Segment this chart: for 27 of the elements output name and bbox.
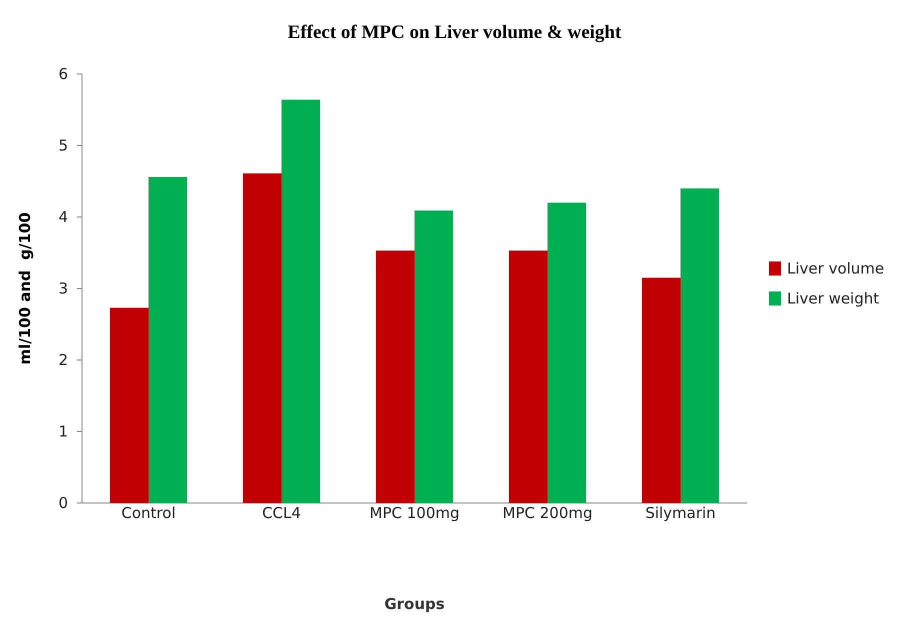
- bar: [148, 176, 188, 503]
- x-tick-label: MPC 200mg: [502, 504, 592, 522]
- x-tick-label: Silymarin: [645, 504, 716, 522]
- y-tick-label: 4: [58, 208, 68, 226]
- x-tick-label: MPC 100mg: [370, 504, 460, 522]
- y-tick-label: 5: [58, 136, 68, 154]
- legend-label: Liver weight: [787, 290, 880, 308]
- chart-title: Effect of MPC on Liver volume & weight: [288, 22, 622, 43]
- bar: [680, 188, 720, 503]
- x-axis-title: Groups: [384, 595, 445, 613]
- y-axis-title: ml/100 and g/100: [16, 212, 34, 365]
- bar: [508, 250, 548, 503]
- legend-label: Liver volume: [787, 260, 884, 278]
- bar: [282, 100, 320, 503]
- bar: [376, 250, 414, 503]
- bar: [110, 308, 148, 503]
- x-tick-label: CCL4: [262, 504, 301, 522]
- bar: [414, 210, 454, 503]
- y-tick-label: 0: [58, 494, 68, 512]
- y-tick-label: 3: [58, 279, 68, 298]
- y-tick-label: 6: [58, 64, 68, 83]
- x-tick-label: Control: [121, 504, 176, 522]
- y-tick-label: 1: [58, 422, 68, 440]
- y-tick-label: 2: [58, 350, 68, 369]
- bar: [548, 202, 586, 503]
- bar: [642, 278, 680, 503]
- bar: [242, 173, 282, 503]
